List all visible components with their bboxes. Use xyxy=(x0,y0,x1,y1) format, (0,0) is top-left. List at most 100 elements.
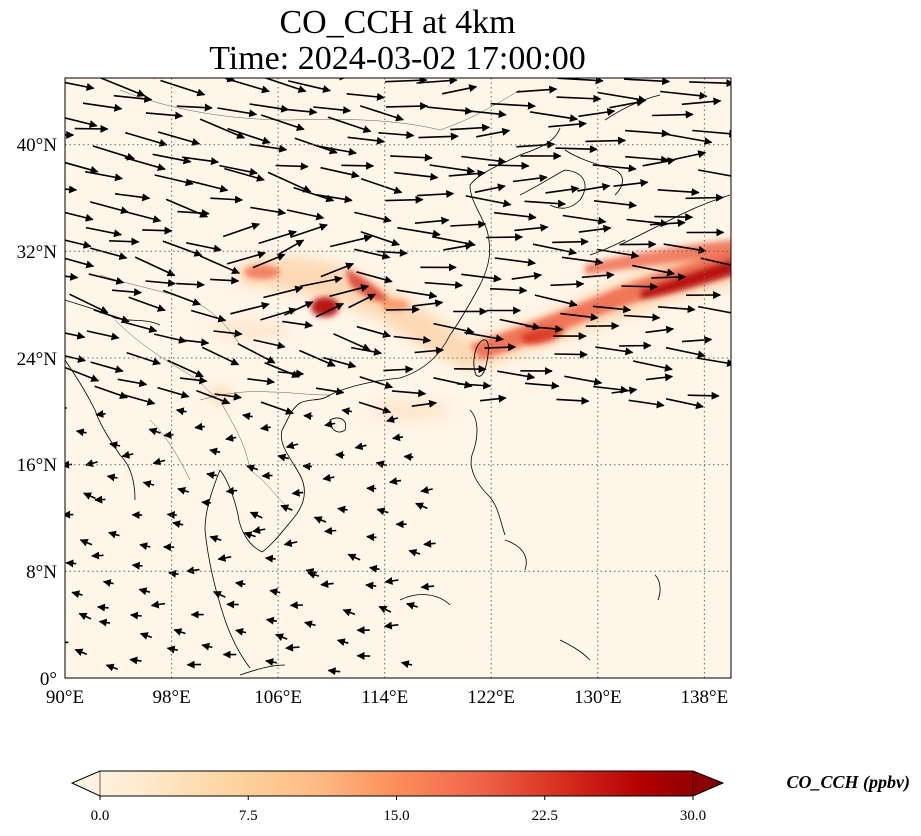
wind-vector-arrow xyxy=(665,346,706,359)
wind-vector-arrow xyxy=(385,305,420,314)
wind-vector-arrow xyxy=(339,78,348,81)
wind-vector-arrow xyxy=(324,526,337,535)
wind-vector-arrow xyxy=(564,375,603,386)
wind-vector-arrow xyxy=(386,415,399,423)
wind-vector-arrow xyxy=(279,107,318,116)
wind-vector-arrow xyxy=(657,305,696,314)
wind-vector-arrow xyxy=(329,284,370,297)
wind-vector-arrow xyxy=(618,341,652,350)
wind-vector-arrow xyxy=(92,145,135,161)
wind-vector-arrow xyxy=(365,581,377,590)
wind-vector-arrow xyxy=(65,331,86,340)
wind-vector-arrow xyxy=(275,633,288,641)
wind-vector-arrow xyxy=(93,309,130,324)
colorbar-body xyxy=(70,770,725,797)
wind-vector-arrow xyxy=(593,385,629,394)
y-tick-label: 40°N xyxy=(17,135,58,156)
wind-vector-arrow xyxy=(154,174,194,187)
wind-vector-arrow xyxy=(212,590,226,599)
wind-vector-arrow xyxy=(209,447,221,456)
wind-vector-arrow xyxy=(628,399,665,409)
wind-vector-arrow xyxy=(142,480,155,489)
wind-vector-arrow xyxy=(175,407,187,416)
wind-vector-arrow xyxy=(320,580,334,588)
wind-vector-arrow xyxy=(651,273,687,282)
wind-vector-arrow xyxy=(555,145,598,154)
wind-vector-arrow xyxy=(247,377,275,386)
x-tick-label: 122°E xyxy=(467,687,515,708)
wind-vector-arrow xyxy=(230,301,270,315)
wind-vector-arrow xyxy=(429,164,476,175)
wind-vector-arrow xyxy=(260,423,271,432)
wind-vector-arrow xyxy=(443,242,474,251)
wind-vector-arrow xyxy=(263,78,307,93)
colorbar-tick-label: 30.0 xyxy=(680,808,706,824)
wind-vector-arrow xyxy=(457,381,492,390)
wind-vector-arrow xyxy=(260,307,298,321)
wind-vector-arrow xyxy=(333,333,371,351)
wind-vector-arrow xyxy=(302,462,312,471)
wind-vector-arrow xyxy=(557,78,604,85)
wind-vector-arrow xyxy=(681,97,722,106)
wind-vector-arrow xyxy=(341,407,352,416)
wind-vector-arrow xyxy=(593,200,637,209)
wind-vector-arrow xyxy=(330,234,373,248)
wind-vector-arrow xyxy=(358,401,392,414)
wind-vector-arrow xyxy=(486,233,524,242)
wind-vector-arrow xyxy=(128,296,166,312)
wind-vector-arrow xyxy=(117,378,148,388)
wind-vector-arrow xyxy=(411,399,438,408)
wind-vector-arrow xyxy=(98,618,111,627)
wind-vector-arrow xyxy=(283,539,298,548)
wind-vector-arrow xyxy=(213,329,243,338)
wind-vector-arrow xyxy=(347,136,385,145)
wind-vector-arrow xyxy=(69,293,109,314)
wind-vector-arrow xyxy=(188,180,229,193)
wind-vector-arrow xyxy=(280,504,293,512)
wind-vector-arrow xyxy=(461,273,502,283)
wind-vector-arrow xyxy=(585,136,627,145)
wind-vector-arrow xyxy=(121,450,134,459)
wind-vector-arrow xyxy=(201,498,211,507)
colorbar-tick-label: 15.0 xyxy=(383,808,409,824)
wind-vector-arrow xyxy=(359,375,394,389)
wind-vector-arrow xyxy=(351,346,382,356)
wind-vector-arrow xyxy=(685,193,724,202)
y-tick-label: 16°N xyxy=(17,455,58,476)
wind-vector-arrow xyxy=(511,271,542,280)
wind-vector-arrow xyxy=(139,542,151,551)
wind-vector-arrow xyxy=(196,389,231,405)
wind-vector-arrow xyxy=(190,309,227,323)
wind-vector-arrow xyxy=(162,240,203,257)
wind-vector-arrow xyxy=(317,145,357,156)
wind-vector-arrow xyxy=(157,386,190,399)
wind-vector-arrow xyxy=(82,102,123,112)
wind-vector-arrow xyxy=(225,433,237,442)
wind-vector-arrow xyxy=(217,553,232,562)
wind-vector-arrow xyxy=(286,209,325,221)
wind-vector-arrow xyxy=(264,554,276,563)
wind-vector-arrow xyxy=(613,179,649,188)
wind-vector-arrow xyxy=(354,211,392,224)
wind-vector-arrow xyxy=(242,412,253,421)
wind-vector-arrow xyxy=(488,161,530,170)
colorbar: 0.0 7.5 15.0 22.5 30.0 CO_CCH (ppbv) xyxy=(70,770,910,824)
wind-vector-arrow xyxy=(90,247,128,260)
wind-vector-arrow xyxy=(416,78,458,85)
wind-vector-arrow xyxy=(307,571,320,579)
wind-vector-arrow xyxy=(249,143,288,153)
wind-vector-arrow xyxy=(525,324,564,333)
wind-vector-arrow xyxy=(173,628,186,636)
wind-vector-arrow xyxy=(225,486,238,495)
y-tick-label: 8°N xyxy=(26,562,57,583)
wind-vector-arrow xyxy=(681,335,713,344)
wind-vector-arrow xyxy=(578,108,616,118)
wind-vector-arrow xyxy=(392,433,404,442)
wind-vector-arrow xyxy=(246,464,259,473)
wind-vector-arrow xyxy=(65,239,92,249)
wind-vector-arrow xyxy=(177,209,210,218)
wind-vector-arrow xyxy=(337,505,348,514)
wind-vector-arrow xyxy=(145,111,184,120)
wind-vector-arrow xyxy=(108,530,120,539)
wind-vector-arrow xyxy=(408,548,421,557)
